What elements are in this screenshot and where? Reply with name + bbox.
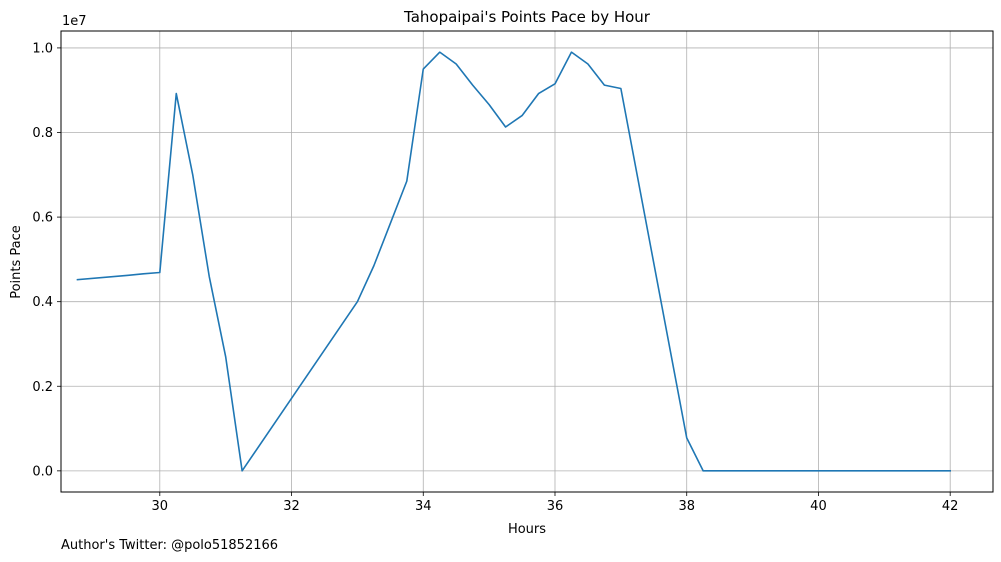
author-credit: Author's Twitter: @polo51852166 (61, 538, 279, 553)
x-tick-label: 40 (810, 499, 827, 514)
series-layer (76, 51, 951, 472)
x-tick-label: 32 (283, 499, 300, 514)
axis-ticks: 30 32 34 36 38 40 42 0.0 0.2 0.4 0.6 0.8 1.0 (32, 41, 958, 514)
x-tick-label: 36 (547, 499, 564, 514)
y-axis-label: Points Pace (9, 225, 24, 299)
grid-lines (61, 31, 993, 492)
y-tick-label: 0.8 (32, 126, 53, 141)
plot-frame (60, 30, 994, 493)
y-axis-offset-text: 1e7 (62, 14, 87, 29)
y-tick-label: 0.0 (32, 464, 53, 479)
y-tick-label: 0.2 (32, 380, 53, 395)
x-axis-label: Hours (508, 522, 546, 537)
y-tick-label: 0.6 (32, 211, 53, 226)
y-tick-label: 0.4 (32, 295, 53, 310)
y-tick-label: 1.0 (32, 41, 53, 56)
x-tick-label: 42 (942, 499, 959, 514)
chart-title: Tahopaipai's Points Pace by Hour (403, 8, 651, 26)
series-line-0 (76, 51, 951, 472)
x-tick-label: 34 (415, 499, 432, 514)
x-tick-label: 38 (678, 499, 695, 514)
x-tick-label: 30 (152, 499, 169, 514)
